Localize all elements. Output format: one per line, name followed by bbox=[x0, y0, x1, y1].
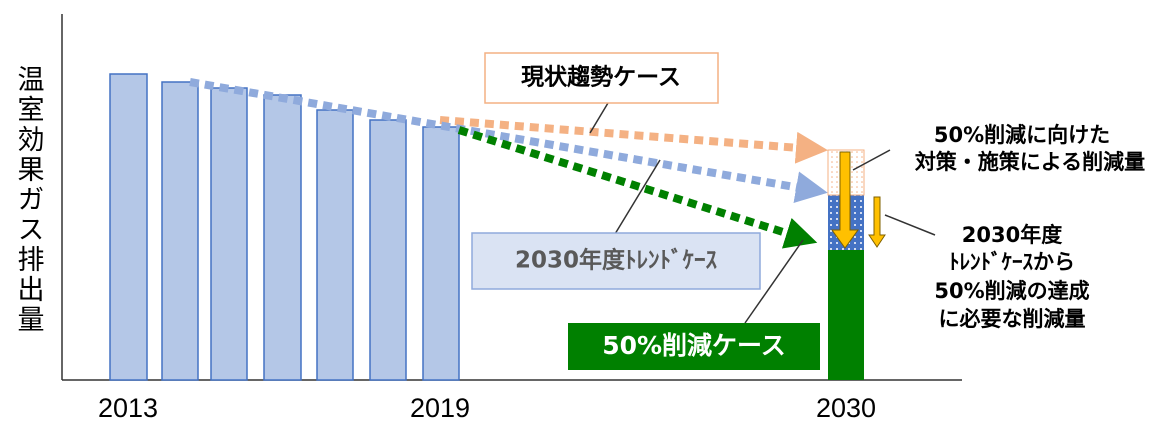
case-box bbox=[568, 323, 820, 370]
case-box bbox=[471, 232, 761, 290]
case-label: 現状趨勢ケース bbox=[521, 64, 681, 91]
reduction-arrows bbox=[831, 151, 886, 249]
annotation: ﾄﾚﾝﾄﾞｹｰｽから bbox=[949, 250, 1075, 274]
y-axis-label: 温室効果ガス排出量 bbox=[13, 65, 45, 335]
case-label: 50%削減ケース bbox=[602, 331, 786, 360]
case-box bbox=[484, 52, 719, 104]
annotation: 50%削減に向けた bbox=[934, 123, 1110, 147]
trend-arrows bbox=[189, 78, 828, 249]
annotation: 2030年度 bbox=[962, 223, 1062, 247]
x-label: 2030 bbox=[816, 393, 876, 421]
x-label: 2013 bbox=[98, 393, 158, 421]
leader-lines bbox=[589, 102, 936, 324]
annotation: に必要な削減量 bbox=[939, 307, 1086, 331]
annotation: 対策・施策による削減量 bbox=[915, 150, 1145, 174]
case-label: 2030年度ﾄﾚﾝﾄﾞｹｰｽ bbox=[515, 247, 718, 274]
annotation: 50%削減の達成 bbox=[934, 279, 1089, 303]
bars bbox=[109, 73, 865, 381]
x-label: 2019 bbox=[410, 393, 470, 421]
